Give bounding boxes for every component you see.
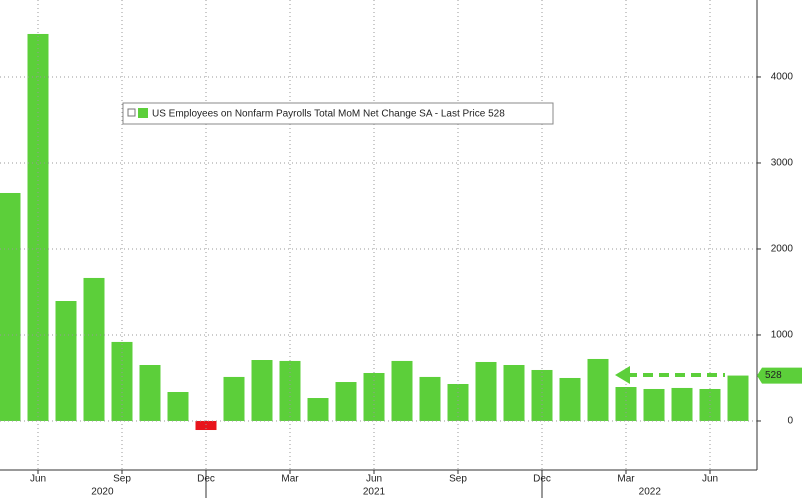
legend-label: US Employees on Nonfarm Payrolls Total M…: [152, 109, 505, 120]
x-tick-label: Jun: [30, 474, 46, 485]
bar: [251, 360, 273, 421]
x-tick-label: Mar: [281, 474, 299, 485]
bar: [727, 375, 749, 421]
x-group-label: 2020: [91, 487, 114, 498]
bar: [475, 361, 497, 421]
bar: [27, 33, 49, 421]
legend: US Employees on Nonfarm Payrolls Total M…: [122, 102, 554, 125]
x-tick-label: Jun: [702, 474, 718, 485]
y-tick-label: 4000: [771, 72, 794, 83]
x-tick-label: Dec: [533, 474, 551, 485]
bar: [195, 420, 217, 431]
bar: [0, 192, 21, 421]
x-group-label: 2021: [363, 487, 386, 498]
bar: [111, 341, 133, 421]
bar: [419, 376, 441, 421]
bar: [307, 398, 329, 421]
bar: [139, 364, 161, 421]
bar: [335, 382, 357, 421]
arrow-head: [615, 366, 630, 384]
last-price-tag: [757, 367, 802, 384]
bar: [83, 277, 105, 421]
bar: [559, 377, 581, 421]
y-tick-label: 1000: [771, 330, 794, 341]
x-group-label: 2022: [639, 487, 662, 498]
y-tick-label: 3000: [771, 158, 794, 169]
legend-expander: [127, 108, 136, 117]
bar: [391, 360, 413, 421]
bar: [223, 376, 245, 421]
x-tick-label: Sep: [113, 474, 131, 485]
bar: [55, 301, 77, 421]
bar: [587, 358, 609, 421]
x-tick-label: Jun: [366, 474, 382, 485]
x-tick-label: Sep: [449, 474, 467, 485]
last-price-label: 528: [765, 370, 782, 381]
bar: [503, 364, 525, 421]
bar: [167, 391, 189, 421]
legend-box: [122, 102, 554, 125]
bar: [531, 369, 553, 421]
y-tick-label: 0: [787, 416, 793, 427]
y-tick-label: 2000: [771, 244, 794, 255]
bar: [615, 387, 637, 421]
bar: [279, 360, 301, 421]
bar: [447, 383, 469, 421]
bar: [643, 388, 665, 421]
x-tick-label: Dec: [197, 474, 215, 485]
x-tick-label: Mar: [617, 474, 635, 485]
legend-swatch: [138, 108, 148, 118]
bar: [671, 387, 693, 421]
